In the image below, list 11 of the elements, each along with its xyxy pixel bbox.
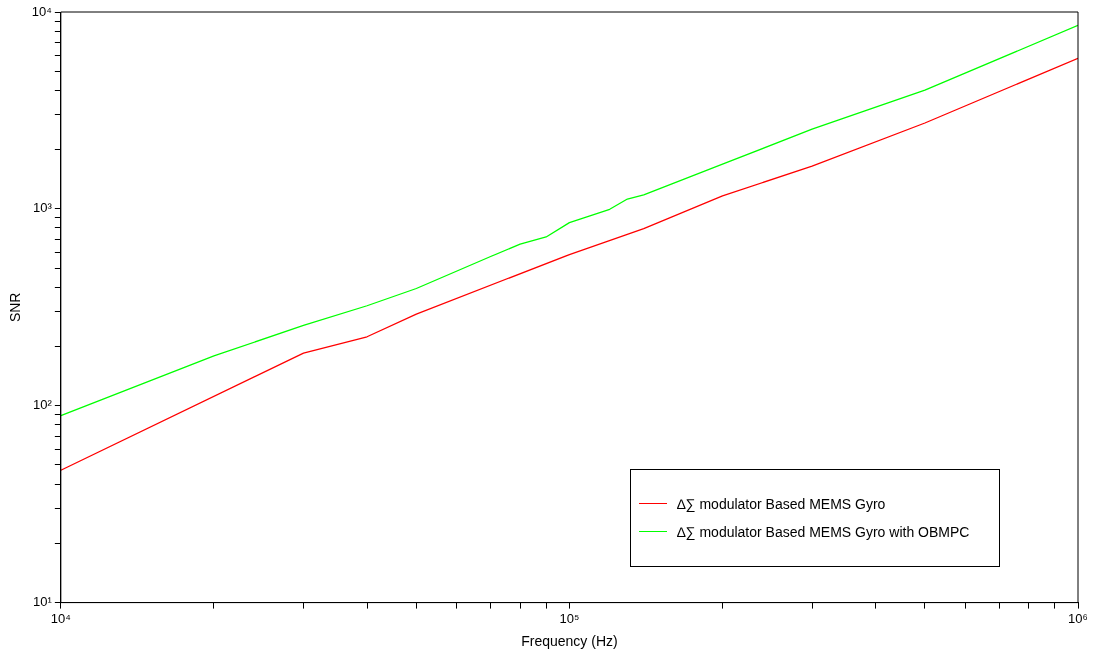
y-tick-label: 10¹ (33, 594, 53, 610)
x-tick-label: 10⁵ (559, 610, 580, 626)
y-tick-label: 10² (33, 397, 53, 413)
y-tick-label: 10³ (33, 200, 53, 216)
x-tick-label: 10⁴ (50, 610, 71, 626)
legend-label: ∆∑ modulator Based MEMS Gyro (677, 495, 886, 512)
x-axis-title: Frequency (Hz) (521, 633, 618, 650)
y-axis-title: SNR (7, 292, 24, 323)
y-tick-label: 10⁴ (31, 3, 52, 19)
legend-label: ∆∑ modulator Based MEMS Gyro with OBMPC (677, 523, 970, 540)
x-tick-label: 10⁶ (1068, 610, 1088, 626)
